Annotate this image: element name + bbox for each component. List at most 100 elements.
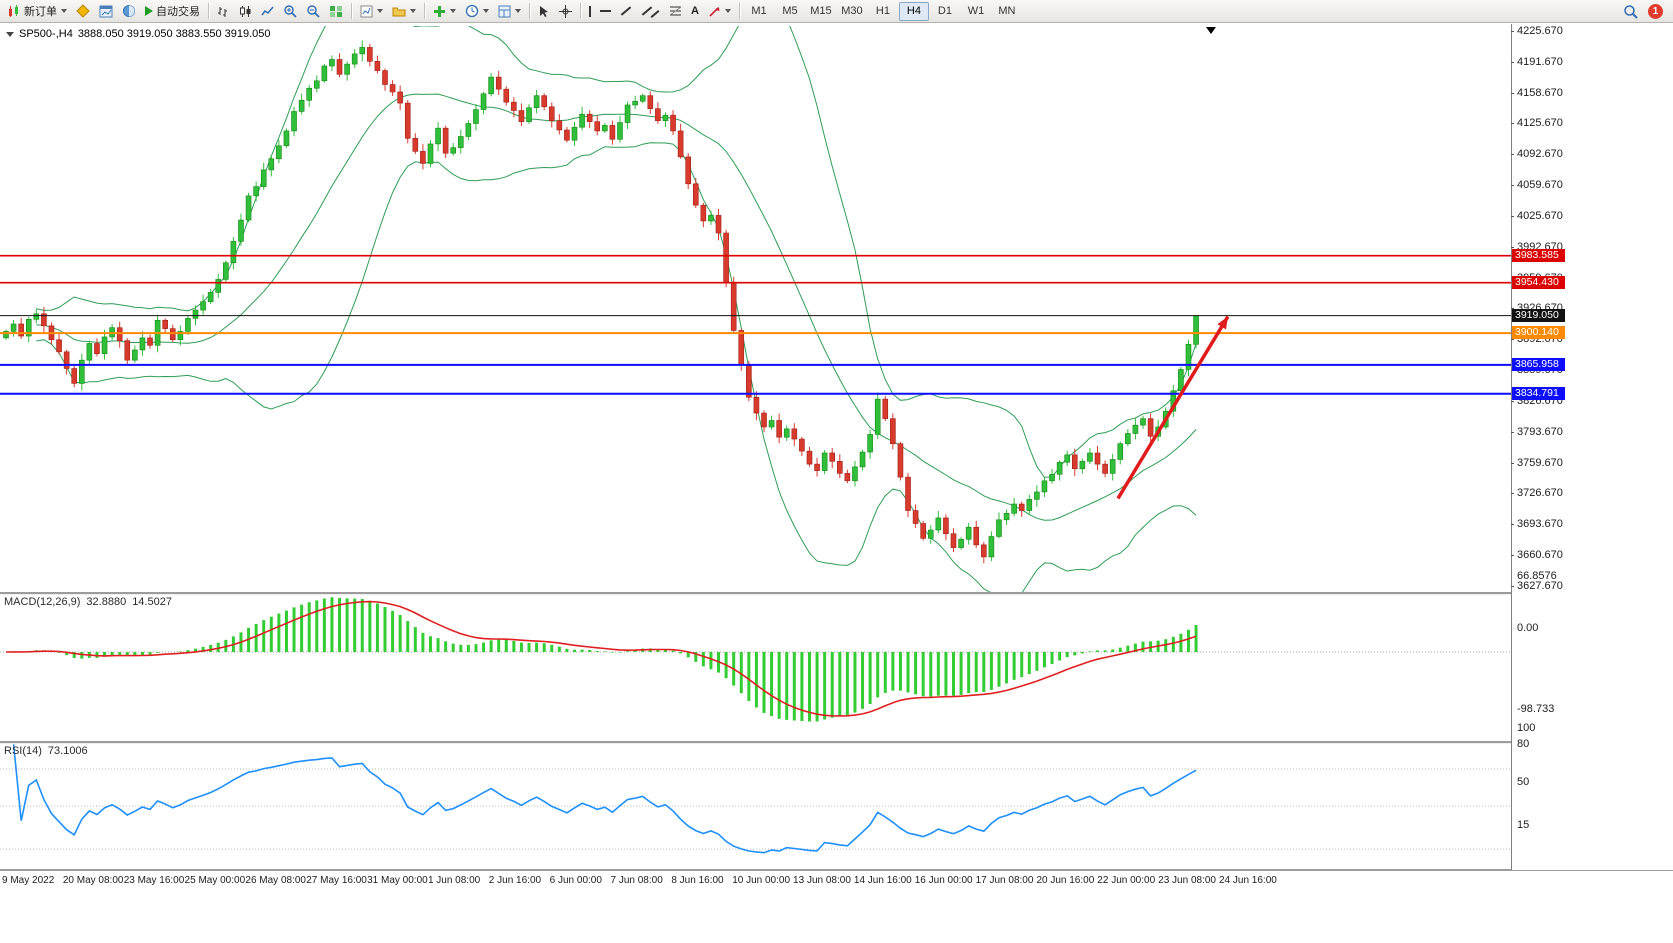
new-order-label: 新订单: [24, 6, 57, 18]
price-tick-mark: [1511, 431, 1514, 433]
macd-name: MACD(12,26,9): [4, 596, 81, 608]
trend-arrow[interactable]: [1116, 315, 1230, 500]
macd-axis-label: 0.00: [1517, 622, 1539, 634]
cursor-tool-button[interactable]: [534, 2, 554, 21]
bar-chart-icon: [218, 6, 227, 17]
macd-axis-label: -98.733: [1517, 703, 1555, 715]
price-scale[interactable]: 4225.670 4191.670 4158.670 4125.670 4092.670…: [1511, 24, 1673, 870]
caret-down-icon: [410, 9, 416, 13]
arrows-tool-button[interactable]: [704, 2, 735, 21]
time-axis-label: 16 Jun 00:00: [914, 875, 973, 886]
periods-button[interactable]: [461, 2, 493, 21]
new-order-button[interactable]: 新订单: [4, 2, 71, 21]
fibonacci-tool-button[interactable]: [665, 2, 686, 21]
time-axis-label: 25 May 00:00: [184, 875, 246, 886]
time-axis-label: 22 Jun 00:00: [1097, 875, 1156, 886]
data-window-icon: [123, 5, 135, 17]
rsi-axis-label: 15: [1517, 819, 1530, 831]
price-level-badge: 3900.140: [1512, 326, 1565, 340]
zoom-in-button[interactable]: [279, 2, 301, 21]
time-axis-label: 20 Jun 16:00: [1036, 875, 1095, 886]
price-tick-mark: [1511, 493, 1514, 495]
rsi-axis-label: 50: [1517, 776, 1530, 788]
crosshair-tool-button[interactable]: [555, 2, 576, 21]
price-tick-mark: [1511, 215, 1514, 217]
zoom-in-icon: [284, 5, 297, 18]
timeframe-d1[interactable]: D1: [937, 5, 952, 17]
search-button[interactable]: [1619, 2, 1642, 21]
auto-trading-label: 自动交易: [156, 6, 200, 18]
macd-signal-line: [5, 600, 1197, 717]
chart-area: SP500-,H4 3888.050 3919.050 3883.550 391…: [0, 24, 1673, 943]
new-chart-icon: [360, 5, 373, 17]
bar-chart-mode-button[interactable]: [213, 2, 234, 21]
time-axis-label: 23 Jun 08:00: [1158, 875, 1216, 886]
macd-panel[interactable]: [0, 594, 1511, 741]
chart-shift-marker[interactable]: [1206, 27, 1216, 34]
channel-icon: [641, 6, 653, 16]
timeframe-h4[interactable]: H4: [898, 1, 929, 21]
new-order-icon: [9, 4, 18, 17]
timeframe-mn[interactable]: MN: [998, 5, 1016, 17]
macd-axis-label: 66.8576: [1517, 570, 1557, 582]
price-tick-mark: [1511, 400, 1514, 402]
rsi-panel[interactable]: [0, 743, 1511, 869]
price-tick-label: 4092.670: [1517, 148, 1563, 161]
timeframe-w1[interactable]: W1: [967, 5, 985, 17]
price-tick-label: 3726.670: [1517, 487, 1563, 500]
rsi-indicator-label: RSI(14) 73.1006: [4, 745, 88, 757]
indicators-button[interactable]: [429, 2, 460, 21]
time-axis-label: 23 May 16:00: [123, 875, 185, 886]
timeframe-m30[interactable]: M30: [841, 5, 863, 17]
toolbar-separator: [529, 3, 530, 19]
horizontal-levels[interactable]: [0, 254, 1511, 395]
price-tick-label: 4191.670: [1517, 55, 1563, 68]
timeframe-group: M1 M5 M15 M30 H1 H4 D1 W1 MN: [744, 1, 1022, 21]
text-tool-label: A: [691, 5, 699, 17]
price-chart[interactable]: [0, 26, 1511, 592]
price-tick-label: 3627.670: [1517, 579, 1563, 592]
rsi-line: [12, 744, 1197, 854]
templates-button[interactable]: [494, 2, 525, 21]
zoom-out-button[interactable]: [302, 2, 324, 21]
price-tick-mark: [1511, 92, 1514, 94]
auto-trading-button[interactable]: 自动交易: [141, 2, 204, 21]
candlestick-mode-button[interactable]: [235, 2, 256, 21]
timeframe-m5[interactable]: M5: [782, 5, 798, 17]
vertical-line-icon: [589, 5, 591, 17]
profiles-button[interactable]: [388, 2, 420, 21]
tile-windows-button[interactable]: [325, 2, 347, 21]
timeframe-h1[interactable]: H1: [875, 5, 890, 17]
price-tick-mark: [1511, 585, 1514, 587]
time-axis-label: 26 May 08:00: [245, 875, 306, 886]
vertical-line-tool-button[interactable]: [585, 2, 595, 21]
line-chart-mode-button[interactable]: [257, 2, 278, 21]
chart-window-button[interactable]: [95, 2, 117, 21]
price-tick-label: 3693.670: [1517, 518, 1563, 531]
time-axis-label: 17 Jun 08:00: [975, 875, 1034, 886]
notification-badge[interactable]: 1: [1648, 3, 1663, 19]
timeframe-m15[interactable]: M15: [810, 5, 832, 17]
line-chart-icon: [261, 6, 274, 15]
new-chart-button[interactable]: [356, 2, 387, 21]
horizontal-line-tool-button[interactable]: [596, 2, 615, 21]
price-tick-mark: [1511, 154, 1514, 156]
one-click-trading-toggle[interactable]: [6, 31, 14, 37]
rsi-axis-label: 80: [1517, 738, 1530, 750]
market-watch-button[interactable]: [72, 2, 94, 21]
panel-separator[interactable]: [0, 592, 1673, 595]
text-tool-button[interactable]: A: [687, 2, 703, 21]
panel-separator[interactable]: [0, 741, 1673, 744]
add-indicator-icon: [434, 5, 445, 17]
caret-down-icon: [377, 9, 383, 13]
trendline-tool-button[interactable]: [616, 2, 636, 21]
chart-header: SP500-,H4 3888.050 3919.050 3883.550 391…: [6, 28, 271, 40]
caret-down-icon: [61, 9, 67, 13]
timeframe-m1[interactable]: M1: [751, 5, 767, 17]
rsi-name: RSI(14): [4, 745, 42, 757]
data-window-button[interactable]: [118, 2, 140, 21]
time-axis[interactable]: 9 May 2022 20 May 08:00 23 May 16:00 25 May…: [0, 871, 1673, 891]
price-tick-mark: [1511, 31, 1514, 32]
price-scale-separator: [1511, 24, 1512, 870]
channel-tool-button[interactable]: [637, 2, 664, 21]
